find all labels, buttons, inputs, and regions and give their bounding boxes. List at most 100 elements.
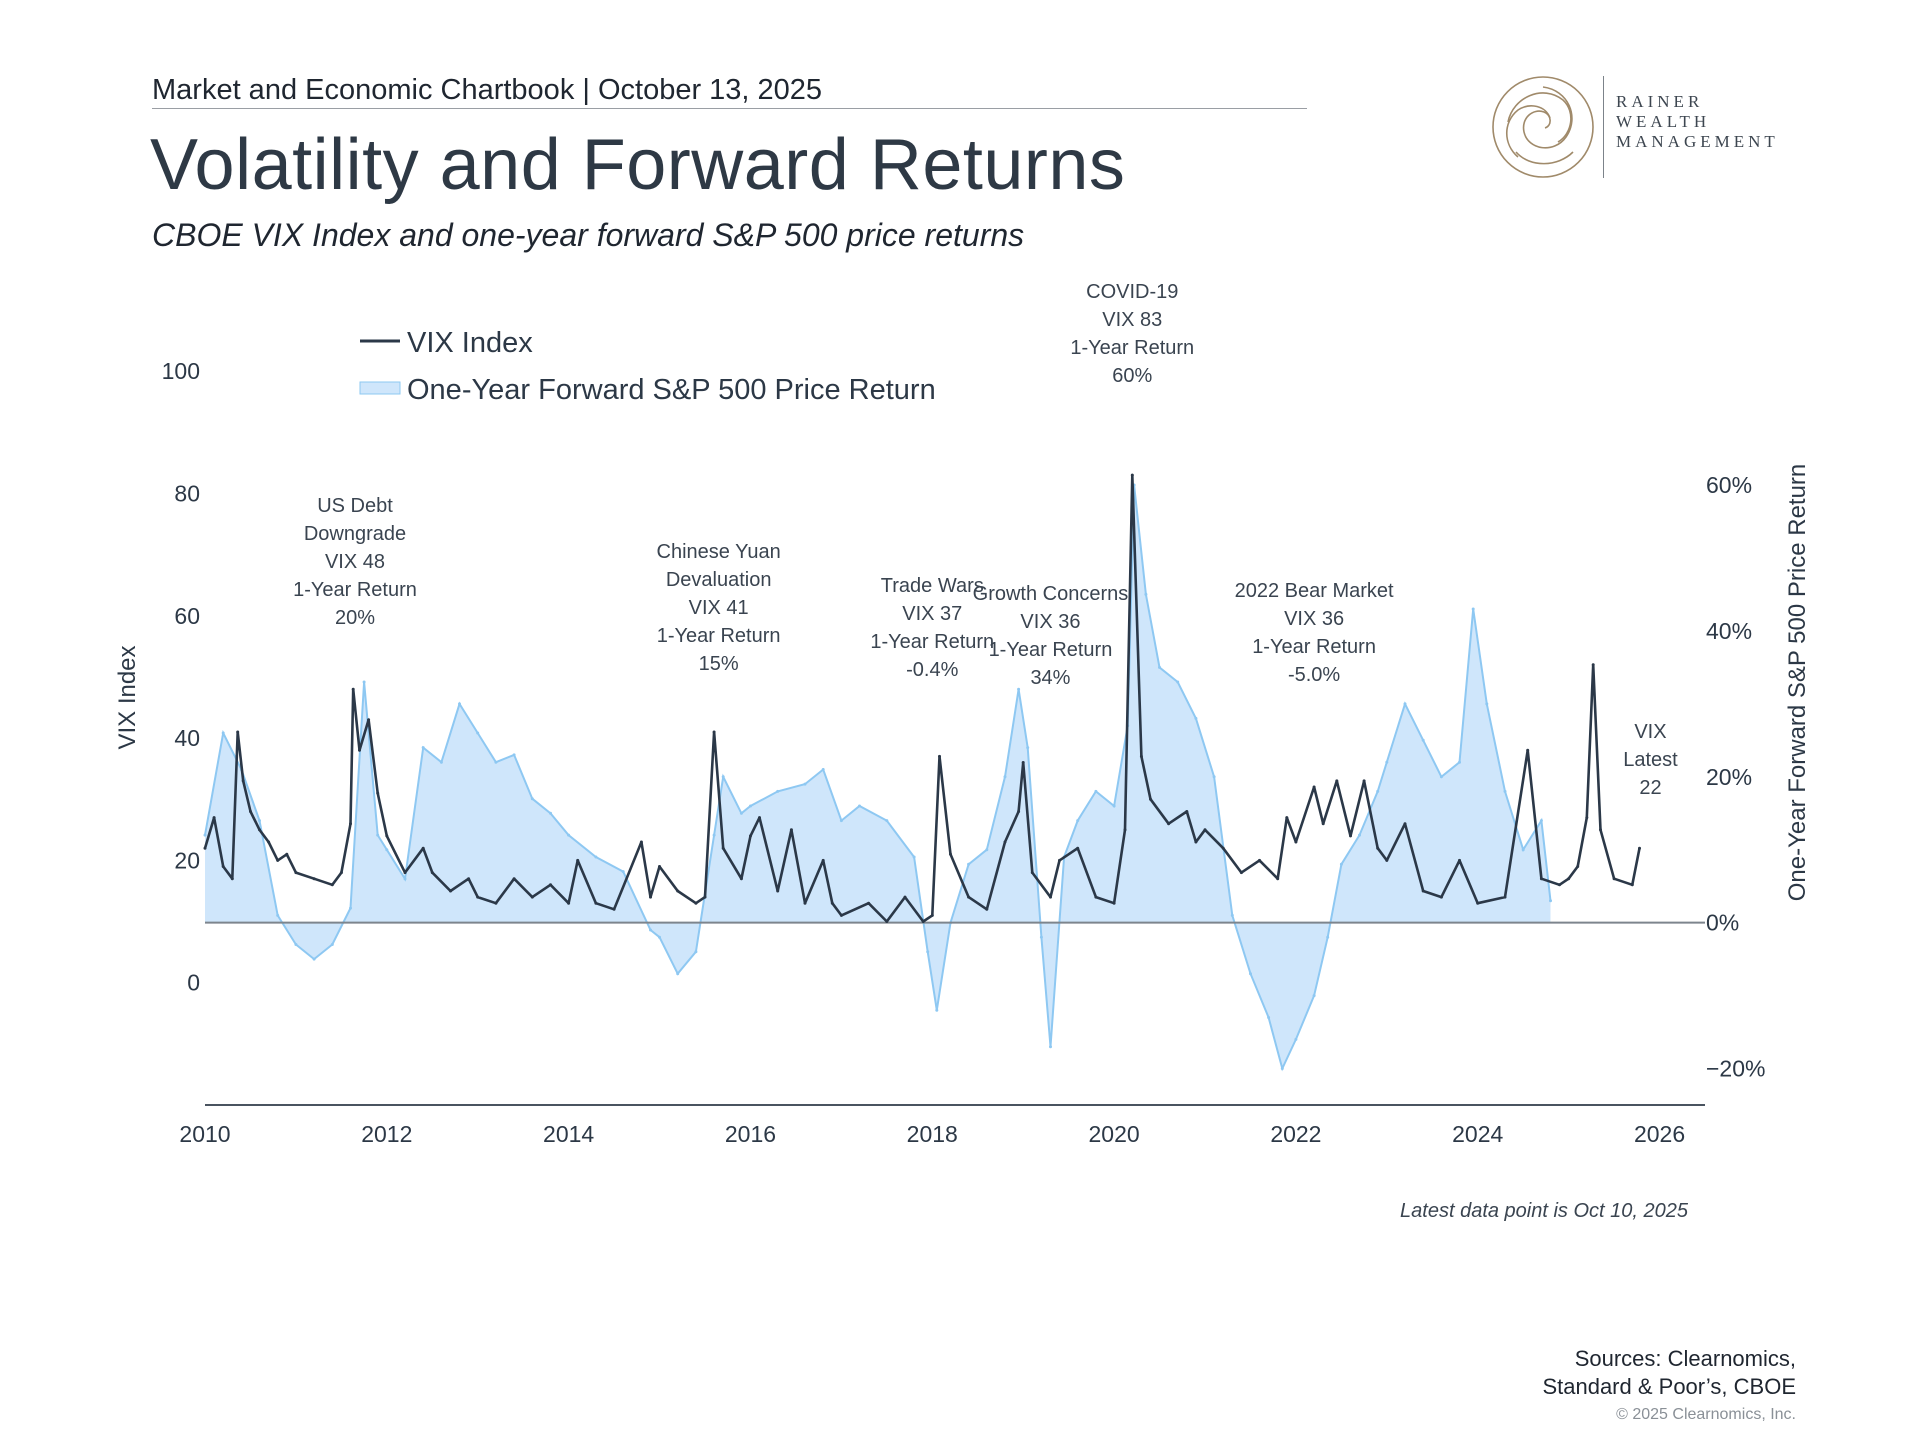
return-point [1358,833,1361,837]
vix-point [1567,877,1571,881]
vix-point [612,907,616,911]
annotation-text: US Debt [317,495,393,517]
annotation-text: Downgrade [304,523,406,545]
annotation-text: 1-Year Return [870,631,994,653]
y-left-tick-label: 20 [174,847,200,873]
annotation-text: VIX 36 [1284,608,1344,630]
vix-point [903,895,907,899]
return-point [1158,665,1161,669]
vix-point [1021,761,1025,764]
return-point [1503,789,1507,793]
vix-point [721,846,725,850]
return-point [1049,1045,1052,1049]
x-tick-label: 2024 [1452,1121,1503,1147]
vix-point [1017,810,1021,813]
vix-point [285,852,289,856]
return-area [205,485,1551,1069]
y-right-tick-label: 40% [1706,618,1752,644]
annotation-text: VIX 48 [325,551,385,573]
return-point [203,833,207,837]
vix-point [703,895,707,899]
vix-point [330,883,334,887]
vix-point [1503,895,1507,899]
return-point [530,797,534,801]
vix-point [312,877,316,881]
return-point [1458,760,1461,764]
return-point [712,833,716,837]
vix-point [712,730,716,734]
annotation: COVID-19 VIX 83 1-Year Return 60% [1070,281,1194,387]
annotation-text: Devaluation [666,569,772,591]
annotation-text: 60% [1112,365,1152,387]
return-line [204,484,1552,1072]
annotation-text: VIX 36 [1020,611,1080,633]
logo-divider [1603,76,1604,178]
return-point [1294,1037,1298,1041]
vix-point [1638,846,1641,850]
vix-point [549,883,552,887]
vix-point [1258,858,1261,862]
annotation-text: Trade Wars [881,575,984,597]
annotation-text: 34% [1030,667,1070,689]
annotation: Chinese Yuan Devaluation VIX 41 1-Year Retu… [657,541,781,675]
page-title: Volatility and Forward Returns [150,125,1126,205]
vix-point [885,920,889,923]
return-point [1439,775,1443,779]
y-left-tick-label: 80 [174,480,200,506]
return-point [1230,913,1234,917]
vix-point [1276,877,1280,881]
return-point [258,819,261,823]
vix-point [803,901,807,905]
annotation-text: Latest [1623,749,1678,771]
annotation: Growth Concerns VIX 36 1-Year Return 34% [973,583,1129,689]
vix-line [203,473,1641,923]
vix-point [1612,877,1616,881]
annotation-text: 20% [335,607,375,629]
vix-point [339,871,343,875]
return-point [1176,680,1180,684]
return-point [739,811,743,815]
vix-point [351,687,355,691]
return-point [1039,935,1043,939]
vix-point [494,901,498,905]
return-point [1521,848,1525,852]
y-right-tick-label: 20% [1706,764,1752,790]
return-point [376,833,380,837]
vix-point [1539,877,1543,881]
return-point [821,768,825,771]
annotation-text: 2022 Bear Market [1235,580,1394,602]
y-left-axis-title: VIX Index [114,645,141,749]
vix-point [567,901,571,905]
vix-point [649,895,652,899]
annotation-text: VIX 83 [1102,309,1162,331]
return-point [1326,935,1330,939]
return-point [421,746,425,750]
annotation: US Debt Downgrade VIX 48 1-Year Return 20% [293,495,417,629]
legend-vix-label: VIX Index [407,327,533,359]
return-point [649,928,652,932]
annotation-text: 1-Year Return [1252,636,1376,658]
annotation-text: VIX [1634,721,1666,743]
return-point [926,950,930,954]
return-point [276,913,280,917]
vix-point [1599,828,1602,832]
return-point [1385,760,1389,764]
vix-point [1185,810,1189,813]
vix-point [1321,822,1325,826]
vix-point [839,913,843,917]
vix-point [1585,816,1589,820]
vix-point [676,889,680,893]
vix-point [749,834,752,838]
sources-note: Sources: Clearnomics, Standard & Poor’s,… [1542,1345,1796,1401]
vix-point [739,877,743,881]
vix-point [1476,901,1480,905]
vix-point [1362,779,1366,783]
vix-point [512,877,516,881]
legend-return-label: One-Year Forward S&P 500 Price Return [407,374,936,406]
y-right-tick-label: −20% [1706,1056,1765,1082]
return-point [721,775,725,779]
vix-point [1312,785,1316,789]
return-point [439,760,443,764]
vix-point [821,858,825,862]
annotation-text: 22 [1639,777,1661,799]
